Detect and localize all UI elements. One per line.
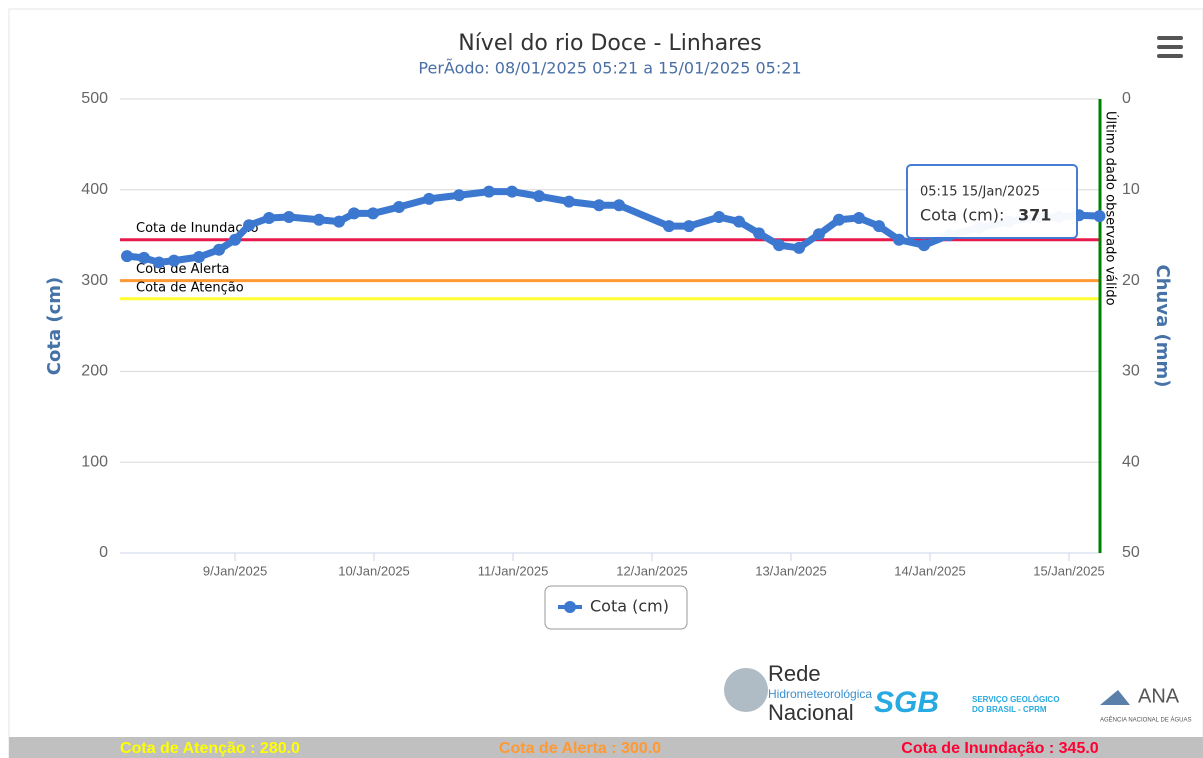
data-point bbox=[137, 251, 150, 264]
data-point bbox=[812, 228, 825, 241]
data-point bbox=[733, 215, 746, 228]
logo-text: SERVIÇO GEOLÓGICO bbox=[972, 695, 1059, 704]
y-tick-label: 100 bbox=[81, 453, 108, 470]
data-point bbox=[482, 185, 495, 198]
data-point bbox=[893, 233, 906, 246]
y-tick-label: 400 bbox=[81, 181, 108, 198]
data-point bbox=[613, 199, 626, 212]
menu-button[interactable] bbox=[1157, 36, 1183, 58]
data-point bbox=[563, 195, 576, 208]
x-tick-label: 9/Jan/2025 bbox=[203, 563, 267, 578]
chart-frame bbox=[8, 8, 1203, 758]
data-point bbox=[793, 241, 806, 254]
data-point bbox=[832, 213, 845, 226]
y2-tick-label: 50 bbox=[1122, 544, 1140, 561]
y-axis-title: Cota (cm) bbox=[44, 277, 65, 375]
data-point bbox=[773, 239, 786, 252]
menu-bar[interactable] bbox=[1157, 36, 1183, 40]
data-point bbox=[263, 211, 276, 224]
legend-label[interactable]: Cota (cm) bbox=[590, 597, 669, 616]
logo-text: Hidrometeorológica bbox=[768, 687, 872, 701]
data-point bbox=[753, 227, 766, 240]
data-point bbox=[852, 211, 865, 224]
x-tick-label: 12/Jan/2025 bbox=[616, 563, 688, 578]
chart-title: Nível do rio Doce - Linhares bbox=[458, 31, 762, 56]
data-point bbox=[713, 211, 726, 224]
x-tick-label: 14/Jan/2025 bbox=[894, 563, 966, 578]
y2-tick-label: 30 bbox=[1122, 363, 1140, 380]
logo-icon bbox=[1100, 690, 1130, 705]
y-tick-label: 300 bbox=[81, 272, 108, 289]
footer-label: Cota de Inundação : 345.0 bbox=[901, 740, 1098, 757]
logo-text: Nacional bbox=[768, 700, 854, 725]
y2-tick-label: 0 bbox=[1122, 90, 1131, 107]
data-point bbox=[367, 207, 380, 220]
data-point bbox=[193, 250, 206, 263]
tooltip-value: 371 bbox=[1018, 206, 1051, 225]
x-tick-label: 15/Jan/2025 bbox=[1033, 563, 1105, 578]
data-point bbox=[1093, 210, 1106, 223]
menu-bar[interactable] bbox=[1157, 45, 1183, 49]
data-point bbox=[918, 239, 931, 252]
data-point bbox=[348, 207, 361, 220]
data-point bbox=[213, 243, 226, 256]
data-point bbox=[682, 220, 695, 233]
legend-marker bbox=[564, 601, 576, 613]
logo-text: ANA bbox=[1138, 685, 1180, 707]
data-point bbox=[167, 254, 180, 267]
logo-text: SGB bbox=[874, 686, 939, 719]
data-point bbox=[229, 233, 242, 246]
footer-bar bbox=[9, 737, 1203, 758]
logo-icon bbox=[724, 668, 768, 712]
footer-label: Cota de Atenção : 280.0 bbox=[120, 740, 300, 757]
logo-text: Rede bbox=[768, 661, 821, 686]
data-point bbox=[312, 213, 325, 226]
tooltip-label: Cota (cm): bbox=[920, 206, 1004, 225]
logo-text: AGÊNCIA NACIONAL DE ÁGUAS bbox=[1100, 716, 1191, 724]
y-tick-label: 0 bbox=[99, 544, 108, 561]
threshold-label: Cota de Alerta bbox=[136, 262, 230, 277]
data-point bbox=[152, 256, 165, 269]
y-tick-label: 200 bbox=[81, 363, 108, 380]
data-point bbox=[593, 199, 606, 212]
x-tick-label: 10/Jan/2025 bbox=[338, 563, 410, 578]
threshold-label: Cota de Inundação bbox=[136, 221, 258, 236]
data-point bbox=[423, 192, 436, 205]
chart-subtitle: PerÃodo: 08/01/2025 05:21 a 15/01/2025 0… bbox=[418, 59, 801, 78]
logos: Rede Hidrometeorológica Nacional SGB SER… bbox=[724, 661, 1191, 725]
data-point bbox=[533, 190, 546, 203]
x-tick-label: 13/Jan/2025 bbox=[755, 563, 827, 578]
last-data-label: Último dado observado válido bbox=[1103, 111, 1119, 306]
legend[interactable]: Cota (cm) bbox=[544, 585, 688, 630]
data-point bbox=[282, 211, 295, 224]
data-point bbox=[873, 220, 886, 233]
tooltip-time: 05:15 15/Jan/2025 bbox=[920, 185, 1040, 200]
y-tick-label: 500 bbox=[81, 90, 108, 107]
data-point bbox=[506, 185, 519, 198]
y2-tick-label: 10 bbox=[1122, 181, 1140, 198]
data-point bbox=[243, 219, 256, 232]
tooltip-box bbox=[906, 164, 1078, 239]
logo-text: DO BRASIL - CPRM bbox=[972, 705, 1047, 714]
data-point bbox=[121, 250, 134, 263]
data-point bbox=[453, 189, 466, 202]
menu-bar[interactable] bbox=[1157, 54, 1183, 58]
legend-box[interactable] bbox=[544, 585, 688, 630]
y2-axis-title: Chuva (mm) bbox=[1152, 265, 1173, 388]
threshold-label: Cota de Atenção bbox=[136, 280, 244, 295]
data-point bbox=[332, 215, 345, 228]
footer-label: Cota de Alerta : 300.0 bbox=[499, 740, 661, 757]
y2-tick-label: 20 bbox=[1122, 272, 1140, 289]
data-point bbox=[393, 201, 406, 214]
data-point bbox=[662, 220, 675, 233]
y2-tick-label: 40 bbox=[1122, 453, 1140, 470]
tooltip: 05:15 15/Jan/2025 Cota (cm): 371 bbox=[906, 164, 1078, 239]
x-tick-label: 11/Jan/2025 bbox=[478, 563, 549, 578]
